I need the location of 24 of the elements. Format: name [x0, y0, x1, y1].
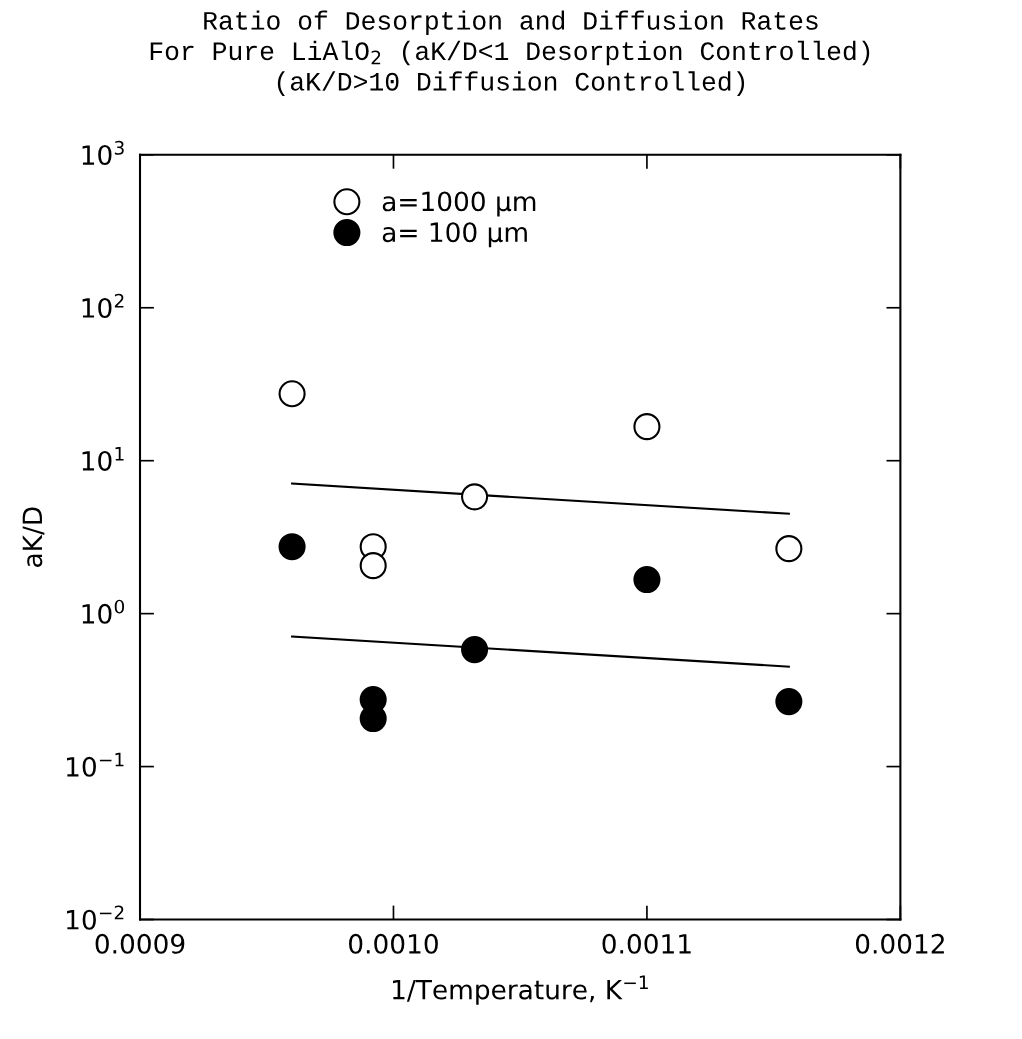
- y-tick-label: 10$^{1}$: [82, 446, 124, 471]
- point: [633, 413, 661, 441]
- point: [461, 636, 489, 664]
- y-tick-label: 10$^{−2}$: [67, 905, 124, 930]
- y-tick-label: 10$^{−1}$: [67, 752, 124, 777]
- x-tick-label: 0.0011: [602, 933, 691, 954]
- y-axis-title: aK/D: [22, 507, 45, 567]
- point: [278, 533, 306, 561]
- point: [775, 688, 803, 716]
- point: [278, 380, 306, 408]
- point: [775, 535, 803, 563]
- point: [461, 483, 489, 511]
- x-tick-label: 0.0009: [95, 933, 185, 954]
- y-tick-label: 10$^{2}$: [82, 293, 124, 318]
- x-axis-title: 1/Temperature, K$^{−1}$: [393, 975, 648, 1005]
- point: [359, 552, 387, 580]
- y-tick-label: 10$^{0}$: [82, 599, 125, 624]
- chart-title: Ratio of Desorption and Diffusion Rates For Pure LiAlO$_{2}$ (aK/D<1 Desorption Controlled) (aK/D>10 Diffusion Controlled): [150, 10, 870, 96]
- legend-label: a= 100 μm: [382, 222, 527, 248]
- y-tick-label: 10$^{3}$: [82, 140, 124, 166]
- x-tick-label: 0.0010: [349, 933, 438, 954]
- legend-label: a=1000 μm: [382, 191, 536, 217]
- point: [633, 566, 661, 594]
- x-tick-label: 0.0012: [855, 933, 944, 954]
